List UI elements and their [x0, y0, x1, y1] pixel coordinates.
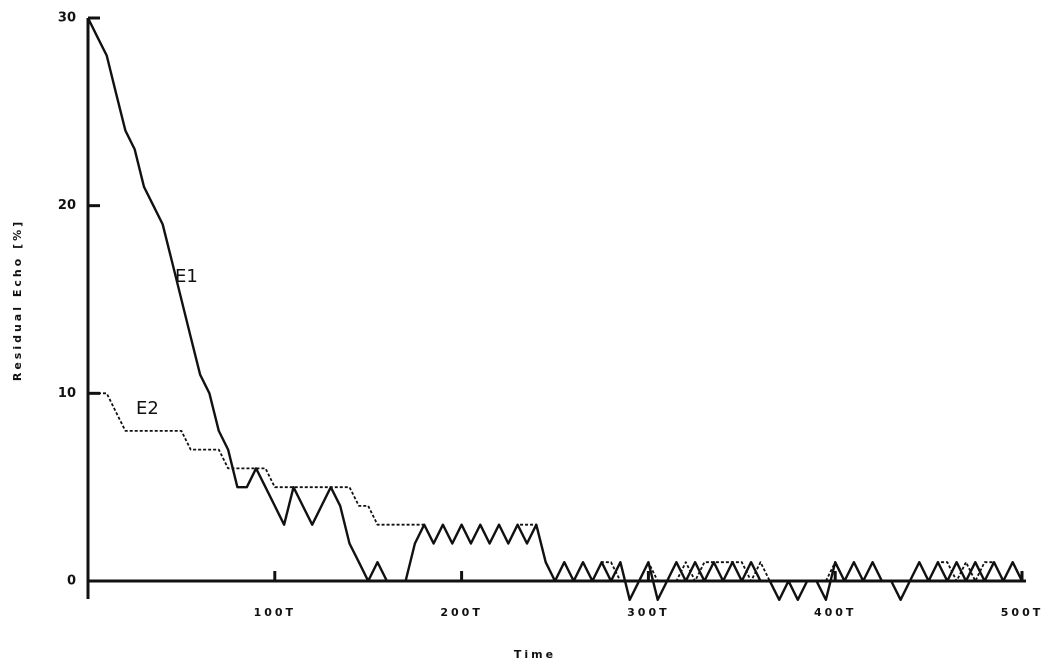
x-tick-label: 200T — [440, 606, 482, 619]
series-line — [86, 17, 1024, 601]
x-axis-label: Time — [514, 648, 556, 661]
series-label: E2 — [136, 398, 159, 419]
y-tick-label: 20 — [58, 198, 76, 213]
y-tick-label: 30 — [58, 11, 76, 26]
x-tick-label: 300T — [627, 606, 669, 619]
y-tick-label: 0 — [67, 574, 76, 589]
series-label: E1 — [175, 266, 198, 287]
x-tick-label: 100T — [254, 606, 296, 619]
series-line — [88, 392, 1023, 582]
x-tick-label: 400T — [814, 606, 856, 619]
y-axis-label: Residual Echo [%] — [11, 219, 24, 381]
x-tick-label: 500T — [1001, 606, 1043, 619]
y-tick-label: 10 — [58, 386, 76, 401]
